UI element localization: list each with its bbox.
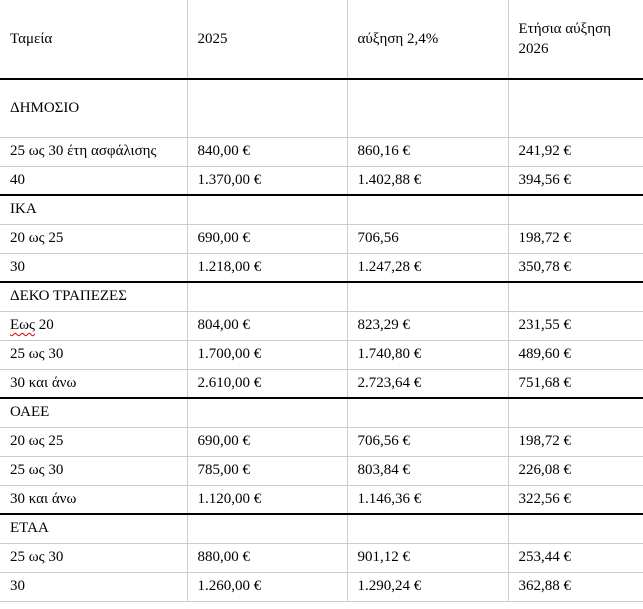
value-cell: 394,56 € (508, 166, 643, 196)
table-row: Εως 20 804,00 €823,29 €231,55 € (0, 311, 643, 341)
row-label: 40 (0, 166, 188, 196)
value-cell: 690,00 € (187, 427, 348, 457)
empty-cell (187, 514, 348, 544)
table-row: 20 ως 25 690,00 €706,56 €198,72 € (0, 427, 643, 457)
value-cell: 231,55 € (508, 311, 643, 341)
table-row: 25 ως 30 785,00 €803,84 €226,08 € (0, 456, 643, 486)
empty-cell (508, 282, 643, 312)
row-label: 20 ως 25 (0, 427, 188, 457)
value-cell: 706,56 € (347, 427, 509, 457)
empty-cell (347, 79, 509, 138)
table-row: 30 1.218,00 €1.247,28 €350,78 € (0, 253, 643, 283)
section-title: ΕΤΑΑ (0, 514, 188, 544)
row-label: 25 ως 30 έτη ασφάλισης (0, 137, 188, 167)
value-cell: 1.260,00 € (187, 572, 348, 602)
row-label: 30 και άνω (0, 369, 188, 399)
value-cell: 1.146,36 € (347, 485, 509, 515)
section-title-row: ΔΗΜΟΣΙΟ (0, 79, 643, 138)
value-cell: 1.120,00 € (187, 485, 348, 515)
empty-cell (187, 398, 348, 428)
section-title: ΟΑΕΕ (0, 398, 188, 428)
value-cell: 1.700,00 € (187, 340, 348, 370)
value-cell: 840,00 € (187, 137, 348, 167)
value-cell: 860,16 € (347, 137, 509, 167)
value-cell: 804,00 € (187, 311, 348, 341)
empty-cell (347, 282, 509, 312)
value-cell: 241,92 € (508, 137, 643, 167)
table-row: 30 1.260,00 €1.290,24 €362,88 € (0, 572, 643, 602)
empty-cell (508, 514, 643, 544)
empty-cell (187, 282, 348, 312)
column-header-2025: 2025 (187, 0, 348, 80)
table-header: Ταμεία 2025 αύξηση 2,4% Ετήσια αύξηση 20… (0, 0, 643, 80)
empty-cell (508, 79, 643, 138)
section-title-row: ΕΤΑΑ (0, 514, 643, 544)
column-header-increase-pct: αύξηση 2,4% (347, 0, 509, 80)
table-row: 20 ως 25 690,00 €706,56 198,72 € (0, 224, 643, 254)
section-title-row: ΟΑΕΕ (0, 398, 643, 428)
section-title-row: ΔΕΚΟ ΤΡΑΠΕΖΕΣ (0, 282, 643, 312)
value-cell: 198,72 € (508, 224, 643, 254)
value-cell: 1.402,88 € (347, 166, 509, 196)
section-title: ΔΕΚΟ ΤΡΑΠΕΖΕΣ (0, 282, 188, 312)
table-row: 40 1.370,00 €1.402,88 €394,56 € (0, 166, 643, 196)
table-row: 30 και άνω 2.610,00 €2.723,64 €751,68 € (0, 369, 643, 399)
value-cell: 198,72 € (508, 427, 643, 457)
column-header-funds: Ταμεία (0, 0, 188, 80)
value-cell: 785,00 € (187, 456, 348, 486)
row-label: 20 ως 25 (0, 224, 188, 254)
value-cell: 322,56 € (508, 485, 643, 515)
section-title: ΙΚΑ (0, 195, 188, 225)
row-label: 30 (0, 572, 188, 602)
column-header-annual-increase-2026: Ετήσια αύξηση 2026 (508, 0, 643, 80)
empty-cell (347, 195, 509, 225)
row-label: 25 ως 30 (0, 340, 188, 370)
section-title-row: ΙΚΑ (0, 195, 643, 225)
section-title: ΔΗΜΟΣΙΟ (0, 79, 188, 138)
value-cell: 1.370,00 € (187, 166, 348, 196)
table-row: 25 ως 30 880,00 €901,12 €253,44 € (0, 543, 643, 573)
table-row: 25 ως 30 1.700,00 €1.740,80 €489,60 € (0, 340, 643, 370)
value-cell: 880,00 € (187, 543, 348, 573)
value-cell: 706,56 (347, 224, 509, 254)
value-cell: 901,12 € (347, 543, 509, 573)
value-cell: 2.723,64 € (347, 369, 509, 399)
table-row: 25 ως 30 έτη ασφάλισης 840,00 €860,16 €24… (0, 137, 643, 167)
value-cell: 253,44 € (508, 543, 643, 573)
empty-cell (347, 398, 509, 428)
value-cell: 1.218,00 € (187, 253, 348, 283)
empty-cell (508, 195, 643, 225)
value-cell: 350,78 € (508, 253, 643, 283)
empty-cell (187, 195, 348, 225)
row-label: 30 (0, 253, 188, 283)
empty-cell (508, 398, 643, 428)
value-cell: 803,84 € (347, 456, 509, 486)
row-label: 25 ως 30 (0, 543, 188, 573)
value-cell: 226,08 € (508, 456, 643, 486)
value-cell: 823,29 € (347, 311, 509, 341)
row-label: Εως 20 (0, 311, 188, 341)
row-label: 30 και άνω (0, 485, 188, 515)
misspelled-word: Εως (10, 317, 35, 333)
value-cell: 751,68 € (508, 369, 643, 399)
value-cell: 489,60 € (508, 340, 643, 370)
value-cell: 362,88 € (508, 572, 643, 602)
empty-cell (347, 514, 509, 544)
value-cell: 690,00 € (187, 224, 348, 254)
table-row: 30 και άνω 1.120,00 €1.146,36 €322,56 € (0, 485, 643, 515)
value-cell: 2.610,00 € (187, 369, 348, 399)
row-label: 25 ως 30 (0, 456, 188, 486)
header-row: Ταμεία 2025 αύξηση 2,4% Ετήσια αύξηση 20… (0, 0, 643, 80)
value-cell: 1.290,24 € (347, 572, 509, 602)
table-body: ΔΗΜΟΣΙΟ 25 ως 30 έτη ασφάλισης 840,00 €860… (0, 79, 643, 602)
row-label-rest: 20 (34, 317, 54, 333)
empty-cell (187, 79, 348, 138)
value-cell: 1.740,80 € (347, 340, 509, 370)
value-cell: 1.247,28 € (347, 253, 509, 283)
